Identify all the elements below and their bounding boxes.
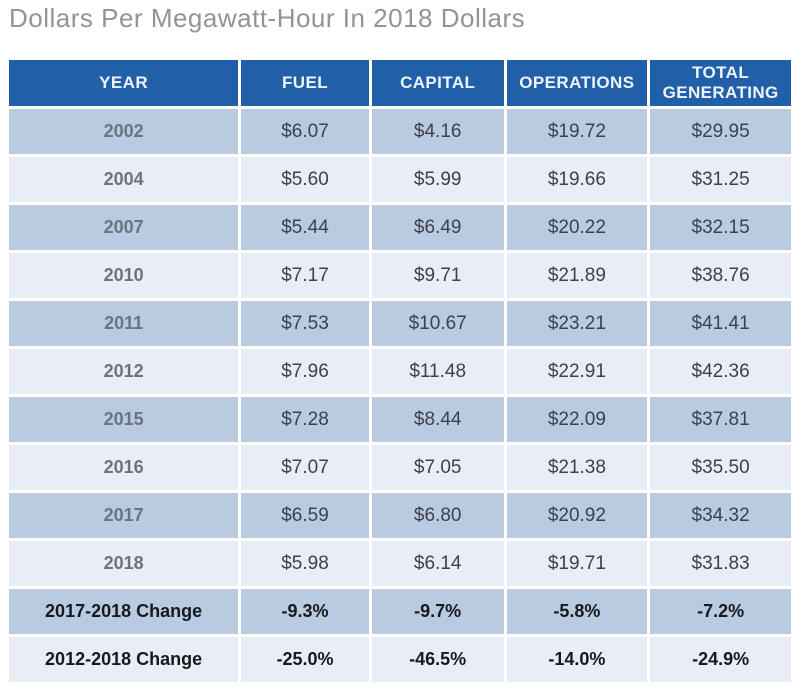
table-row: 2016 $7.07 $7.05 $21.38 $35.50: [9, 445, 791, 490]
value-cell: $38.76: [650, 253, 791, 298]
value-cell: -46.5%: [371, 637, 504, 682]
value-cell: $6.80: [371, 493, 504, 538]
value-cell: $31.25: [650, 157, 791, 202]
table-row: 2007 $5.44 $6.49 $20.22 $32.15: [9, 205, 791, 250]
table-row: 2017 $6.59 $6.80 $20.92 $34.32: [9, 493, 791, 538]
value-cell: $19.71: [506, 541, 648, 586]
value-cell: $11.48: [371, 349, 504, 394]
table-body: 2002 $6.07 $4.16 $19.72 $29.95 2004 $5.60 $5.99…: [9, 109, 791, 682]
value-cell: $7.17: [241, 253, 369, 298]
value-cell: $41.41: [650, 301, 791, 346]
value-cell: $22.09: [506, 397, 648, 442]
value-cell: $6.07: [241, 109, 369, 154]
year-cell: 2007: [9, 205, 239, 250]
value-cell: $5.44: [241, 205, 369, 250]
value-cell: $42.36: [650, 349, 791, 394]
year-cell: 2012-2018 Change: [9, 637, 239, 682]
column-header-operations: OPERATIONS: [506, 60, 648, 106]
change-row: 2017-2018 Change -9.3% -9.7% -5.8% -7.2%: [9, 589, 791, 634]
value-cell: $21.89: [506, 253, 648, 298]
value-cell: $32.15: [650, 205, 791, 250]
value-cell: $6.14: [371, 541, 504, 586]
year-cell: 2018: [9, 541, 239, 586]
year-cell: 2016: [9, 445, 239, 490]
value-cell: $21.38: [506, 445, 648, 490]
value-cell: $9.71: [371, 253, 504, 298]
column-header-capital: CAPITAL: [371, 60, 504, 106]
cost-table: YEAR FUEL CAPITAL OPERATIONS TOTAL GENER…: [6, 57, 794, 685]
table-row: 2018 $5.98 $6.14 $19.71 $31.83: [9, 541, 791, 586]
year-cell: 2011: [9, 301, 239, 346]
value-cell: -25.0%: [241, 637, 369, 682]
year-cell: 2017-2018 Change: [9, 589, 239, 634]
value-cell: $7.96: [241, 349, 369, 394]
table-row: 2015 $7.28 $8.44 $22.09 $37.81: [9, 397, 791, 442]
year-cell: 2017: [9, 493, 239, 538]
column-header-total-generating: TOTAL GENERATING: [650, 60, 791, 106]
table-row: 2002 $6.07 $4.16 $19.72 $29.95: [9, 109, 791, 154]
year-cell: 2010: [9, 253, 239, 298]
value-cell: $5.99: [371, 157, 504, 202]
value-cell: $22.91: [506, 349, 648, 394]
value-cell: $5.60: [241, 157, 369, 202]
value-cell: $20.92: [506, 493, 648, 538]
value-cell: $35.50: [650, 445, 791, 490]
value-cell: $20.22: [506, 205, 648, 250]
header-row: YEAR FUEL CAPITAL OPERATIONS TOTAL GENER…: [9, 60, 791, 106]
value-cell: $7.53: [241, 301, 369, 346]
year-cell: 2002: [9, 109, 239, 154]
table-row: 2010 $7.17 $9.71 $21.89 $38.76: [9, 253, 791, 298]
value-cell: -14.0%: [506, 637, 648, 682]
value-cell: $6.49: [371, 205, 504, 250]
value-cell: $34.32: [650, 493, 791, 538]
table-row: 2004 $5.60 $5.99 $19.66 $31.25: [9, 157, 791, 202]
page-title: Dollars Per Megawatt-Hour In 2018 Dollar…: [9, 3, 526, 33]
table-header: YEAR FUEL CAPITAL OPERATIONS TOTAL GENER…: [9, 60, 791, 106]
value-cell: -24.9%: [650, 637, 791, 682]
value-cell: $23.21: [506, 301, 648, 346]
value-cell: -9.3%: [241, 589, 369, 634]
value-cell: $5.98: [241, 541, 369, 586]
column-header-year: YEAR: [9, 60, 239, 106]
value-cell: $31.83: [650, 541, 791, 586]
table-row: 2011 $7.53 $10.67 $23.21 $41.41: [9, 301, 791, 346]
value-cell: $10.67: [371, 301, 504, 346]
value-cell: -9.7%: [371, 589, 504, 634]
year-cell: 2012: [9, 349, 239, 394]
value-cell: $37.81: [650, 397, 791, 442]
table-row: 2012 $7.96 $11.48 $22.91 $42.36: [9, 349, 791, 394]
year-cell: 2004: [9, 157, 239, 202]
value-cell: $19.66: [506, 157, 648, 202]
value-cell: $7.28: [241, 397, 369, 442]
value-cell: $8.44: [371, 397, 504, 442]
column-header-fuel: FUEL: [241, 60, 369, 106]
year-cell: 2015: [9, 397, 239, 442]
value-cell: $29.95: [650, 109, 791, 154]
value-cell: -7.2%: [650, 589, 791, 634]
value-cell: -5.8%: [506, 589, 648, 634]
value-cell: $7.07: [241, 445, 369, 490]
value-cell: $19.72: [506, 109, 648, 154]
change-row: 2012-2018 Change -25.0% -46.5% -14.0% -24.9%: [9, 637, 791, 682]
value-cell: $7.05: [371, 445, 504, 490]
value-cell: $4.16: [371, 109, 504, 154]
value-cell: $6.59: [241, 493, 369, 538]
